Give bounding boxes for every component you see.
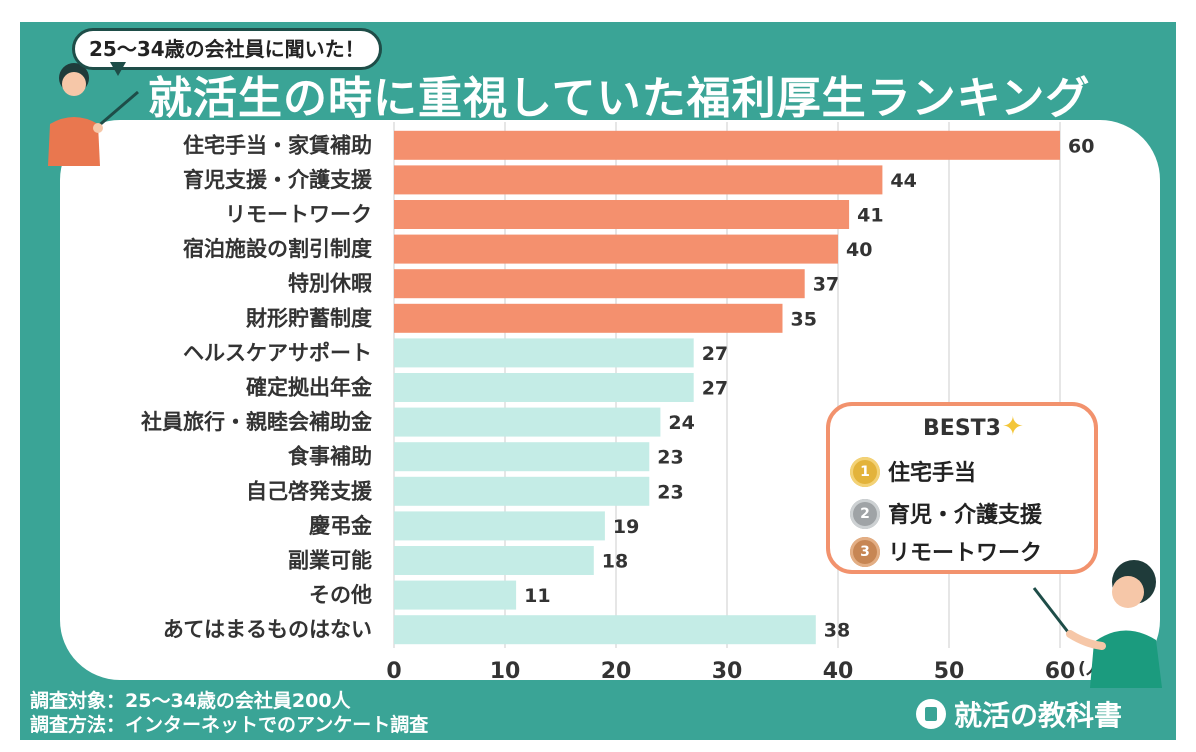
category-label-13: その他 — [309, 583, 372, 607]
survey-subject-note: 調査対象：25〜34歳の会社員200人 — [30, 690, 351, 712]
presenter-woman-right-illustration — [1032, 560, 1162, 688]
value-label-4: 37 — [813, 274, 839, 296]
bar-8 — [394, 407, 661, 437]
value-label-7: 27 — [702, 378, 728, 400]
best3-title: BEST3 — [923, 416, 1001, 441]
best3-rank-3: 3 リモートワーク — [850, 536, 1042, 572]
chart-title: 就活生の時に重視していた福利厚生ランキング — [148, 73, 1091, 124]
x-tick-label-0: 0 — [386, 659, 401, 684]
best3-rank-1-label: 住宅手当 — [888, 461, 977, 486]
brand-logo-text: 就活の教科書 — [954, 699, 1123, 732]
bar-11 — [394, 511, 605, 541]
sparkle-icon: ✦ — [1002, 412, 1024, 442]
bar-1 — [394, 165, 883, 195]
bar-12 — [394, 546, 594, 575]
value-label-10: 23 — [657, 481, 683, 503]
x-tick-label-1: 10 — [490, 659, 521, 684]
x-tick-label-2: 20 — [601, 659, 632, 684]
best3-rank-2-label: 育児・介護支援 — [888, 503, 1043, 528]
category-label-9: 食事補助 — [288, 445, 372, 469]
category-label-2: リモートワーク — [225, 203, 372, 227]
category-label-10: 自己啓発支援 — [246, 479, 373, 503]
value-label-3: 40 — [846, 239, 872, 261]
bubble-tail — [110, 62, 126, 76]
best3-rank-1: 1 住宅手当 — [850, 456, 976, 492]
category-label-7: 確定拠出年金 — [246, 376, 373, 400]
x-tick-label-5: 50 — [934, 659, 965, 684]
x-tick-label-6: 60 — [1045, 659, 1076, 684]
value-label-14: 38 — [824, 620, 850, 642]
bar-14 — [394, 615, 816, 645]
category-label-1: 育児支援・介護支援 — [183, 168, 373, 192]
best3-box: BEST3 ✦ 1 住宅手当 2 育児・介護支援 3 リモートワーク — [826, 402, 1098, 574]
category-label-4: 特別休暇 — [288, 272, 372, 296]
bar-10 — [394, 476, 650, 506]
best3-rank-3-label: リモートワーク — [888, 541, 1043, 566]
bar-4 — [394, 269, 805, 299]
bar-7 — [394, 373, 694, 402]
silver-medal-icon: 2 — [850, 499, 880, 529]
bronze-medal-icon: 3 — [850, 537, 880, 567]
category-label-6: ヘルスケアサポート — [183, 341, 372, 365]
value-label-6: 27 — [702, 343, 728, 365]
survey-method-note: 調査方法：インターネットでのアンケート調査 — [30, 714, 429, 736]
presenter-woman-left-illustration — [48, 63, 139, 166]
value-label-13: 11 — [524, 585, 550, 607]
value-label-1: 44 — [890, 170, 916, 192]
category-label-0: 住宅手当・家賃補助 — [183, 133, 372, 157]
x-tick-label-3: 30 — [712, 659, 743, 684]
category-label-12: 副業可能 — [288, 549, 372, 573]
bar-2 — [394, 200, 850, 229]
best3-rank-2: 2 育児・介護支援 — [850, 498, 1042, 534]
value-label-12: 18 — [602, 551, 628, 573]
category-label-11: 慶弔金 — [309, 514, 373, 538]
gold-medal-icon: 1 — [850, 457, 880, 487]
value-label-9: 23 — [657, 447, 683, 469]
bar-0 — [394, 130, 1060, 160]
category-label-5: 財形貯蓄制度 — [246, 306, 372, 330]
bar-3 — [394, 234, 838, 264]
category-label-14: あてはまるものはない — [163, 618, 372, 642]
logo-icon — [916, 699, 946, 729]
bar-13 — [394, 580, 517, 610]
value-label-0: 60 — [1068, 135, 1094, 157]
bar-6 — [394, 338, 694, 368]
bar-5 — [394, 303, 783, 333]
x-tick-label-4: 40 — [823, 659, 854, 684]
value-label-11: 19 — [613, 516, 639, 538]
value-label-5: 35 — [791, 308, 817, 330]
bar-9 — [394, 442, 650, 472]
value-label-8: 24 — [668, 412, 694, 434]
category-label-8: 社員旅行・親睦会補助金 — [140, 410, 373, 434]
brand-logo: 就活の教科書 — [916, 694, 1122, 734]
value-label-2: 41 — [857, 205, 883, 227]
category-label-3: 宿泊施設の割引制度 — [183, 237, 372, 261]
